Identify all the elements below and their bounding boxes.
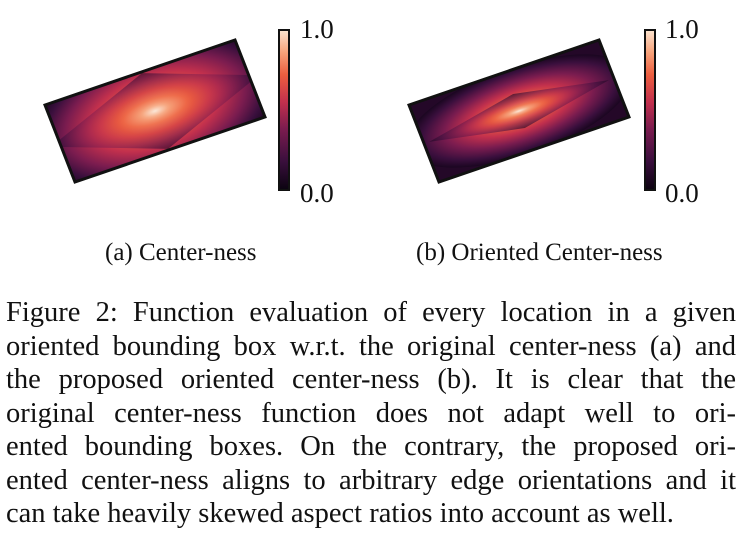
colorbar-a-max-label: 1.0 [300, 14, 334, 44]
oriented-center-ness-heatmap [407, 38, 631, 184]
colorbar-b [644, 29, 656, 191]
caption-line: can take heavily skewed aspect ratios in… [6, 498, 674, 529]
colorbar-a-min-label: 0.0 [300, 178, 334, 208]
caption-line: ented center-ness aligns to arbitrary ed… [6, 464, 736, 496]
caption-line: the proposed oriented center-ness (b). I… [6, 364, 736, 395]
subcaption-b: (b) Oriented Center-ness [416, 239, 663, 266]
figure-panel-b: 1.0 0.0 (b) Oriented Center-ness [376, 0, 752, 270]
colorbar-b-min-label: 0.0 [665, 178, 699, 208]
caption-line: Figure 2: Function evaluation of every l… [6, 297, 736, 328]
figure-panel-a: 1.0 0.0 (a) Center-ness [0, 0, 376, 270]
colorbar-b-max-label: 1.0 [665, 14, 699, 44]
colorbar-a [278, 29, 290, 191]
caption-line: ented bounding boxes. On the contrary, t… [6, 431, 736, 462]
subcaption-a: (a) Center-ness [105, 239, 257, 266]
figure-caption: Figure 2: Function evaluation of every l… [6, 296, 736, 531]
center-ness-heatmap [43, 38, 267, 184]
caption-line: original center-ness function does not a… [6, 397, 736, 429]
caption-line: oriented bounding box w.r.t. the origina… [6, 330, 736, 362]
